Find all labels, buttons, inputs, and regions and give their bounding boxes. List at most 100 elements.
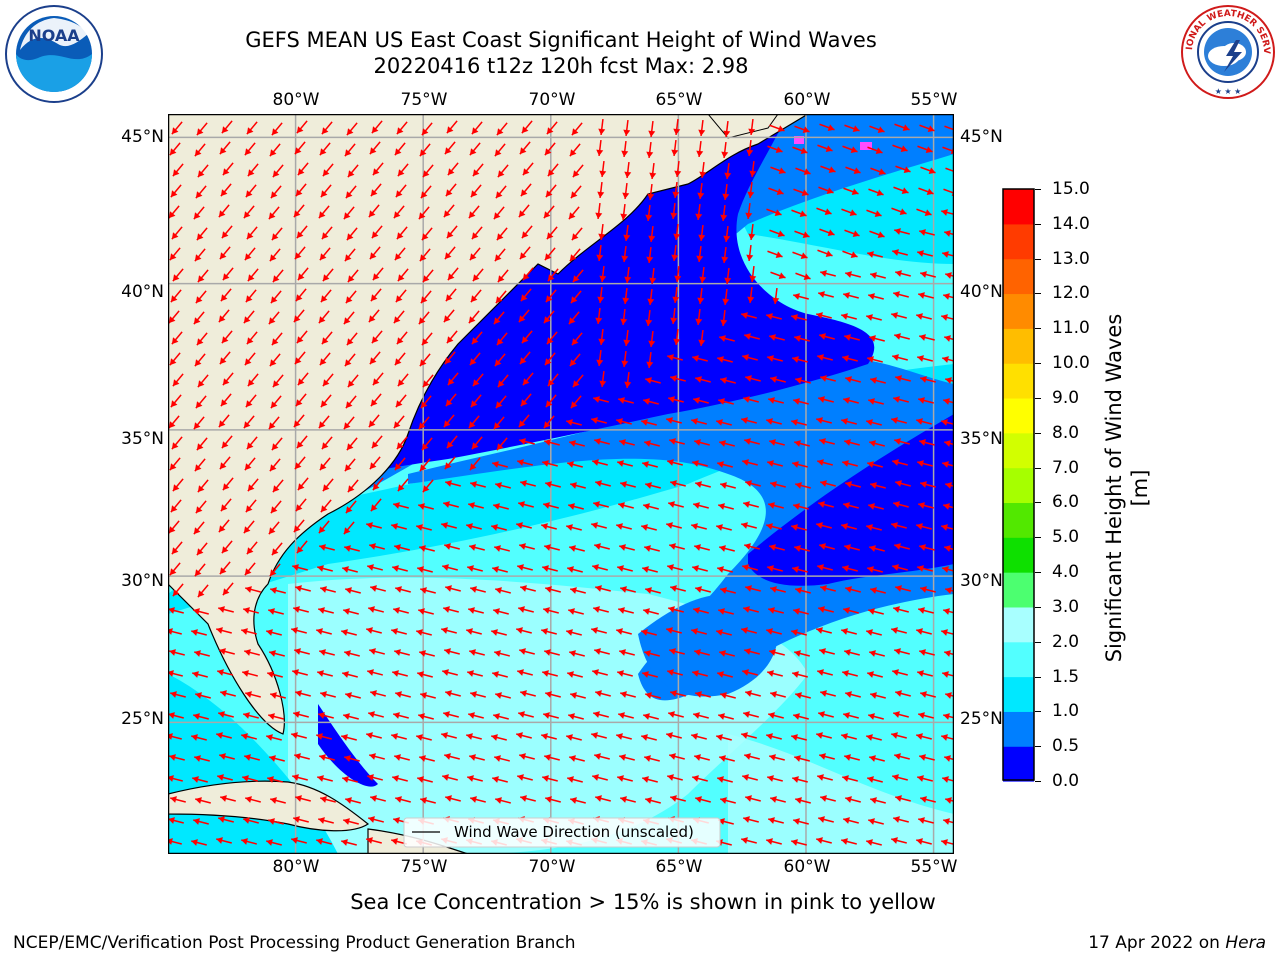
wave-direction-arrow — [343, 311, 355, 325]
wave-direction-arrow — [918, 502, 934, 509]
wave-direction-arrow — [219, 246, 231, 260]
wave-direction-arrow — [941, 419, 954, 426]
wave-direction-arrow — [522, 372, 534, 386]
wave-direction-arrow — [571, 122, 583, 136]
wave-direction-arrow — [519, 141, 531, 155]
wave-direction-arrow — [721, 141, 729, 159]
wave-direction-arrow — [545, 481, 561, 488]
wave-direction-arrow — [269, 353, 281, 367]
colorbar-segment — [1003, 467, 1034, 504]
wave-direction-arrow — [572, 374, 584, 388]
wave-direction-arrow — [767, 775, 783, 782]
wave-direction-arrow — [595, 585, 611, 592]
wave-direction-arrow — [894, 753, 910, 760]
wave-direction-arrow — [868, 608, 884, 615]
wave-direction-arrow — [244, 754, 260, 761]
wave-direction-arrow — [519, 246, 531, 260]
wave-direction-arrow — [892, 459, 908, 466]
wave-direction-arrow — [816, 522, 832, 529]
wave-direction-arrow — [595, 690, 611, 697]
wave-direction-arrow — [845, 271, 861, 278]
wave-direction-arrow — [722, 288, 730, 306]
wave-direction-arrow — [693, 502, 709, 509]
wave-direction-arrow — [570, 482, 586, 489]
wave-direction-arrow — [546, 226, 558, 240]
wave-direction-arrow — [844, 649, 860, 656]
wave-direction-arrow — [916, 208, 932, 216]
wave-direction-arrow — [916, 733, 932, 740]
wave-direction-arrow — [919, 439, 935, 446]
wave-direction-arrow — [893, 186, 909, 194]
wave-direction-arrow — [918, 712, 934, 719]
wave-direction-arrow — [842, 670, 858, 677]
wave-direction-arrow — [343, 818, 359, 825]
colorbar-segment — [1003, 258, 1034, 295]
wave-direction-arrow — [243, 310, 255, 324]
wave-direction-arrow — [943, 503, 954, 510]
wave-direction-arrow — [266, 734, 282, 741]
wave-direction-arrow — [624, 371, 632, 389]
lat-tick-left: 30°N — [121, 571, 164, 591]
wave-direction-arrow — [322, 163, 334, 177]
lon-tick-bottom: 65°W — [655, 857, 703, 877]
wave-direction-arrow — [421, 122, 433, 136]
wave-direction-arrow — [495, 395, 507, 409]
wave-direction-arrow — [866, 209, 882, 217]
wave-direction-arrow — [592, 774, 608, 781]
wave-direction-arrow — [244, 457, 256, 471]
wave-direction-arrow — [818, 606, 834, 613]
wave-direction-arrow — [893, 711, 909, 718]
wave-direction-arrow — [521, 120, 533, 134]
wave-direction-arrow — [645, 309, 653, 327]
wave-direction-arrow — [894, 438, 910, 445]
wave-direction-arrow — [168, 415, 180, 429]
wave-direction-arrow — [868, 398, 884, 405]
wave-direction-arrow — [920, 586, 936, 593]
wave-direction-arrow — [766, 733, 782, 740]
lat-tick-right: 30°N — [960, 571, 1003, 591]
wave-direction-arrow — [795, 482, 811, 489]
wave-direction-arrow — [669, 438, 685, 445]
wave-direction-arrow — [546, 331, 558, 345]
wave-direction-arrow — [247, 373, 259, 387]
wave-direction-arrow — [599, 265, 607, 283]
wave-direction-arrow — [271, 122, 283, 136]
wave-direction-arrow — [420, 395, 432, 409]
wave-direction-arrow — [319, 142, 331, 156]
wave-direction-arrow — [691, 523, 707, 530]
wave-direction-arrow — [468, 310, 480, 324]
wave-direction-arrow — [394, 352, 406, 366]
wave-direction-arrow — [242, 670, 258, 677]
wave-direction-arrow — [469, 247, 481, 261]
band-0.5-1m — [408, 357, 954, 701]
wave-direction-arrow — [397, 163, 409, 177]
wave-direction-arrow — [594, 438, 610, 445]
wave-direction-arrow — [366, 732, 382, 739]
wave-direction-arrow — [617, 670, 633, 677]
wave-direction-arrow — [271, 332, 283, 346]
wave-direction-arrow — [467, 775, 483, 782]
wave-direction-arrow — [941, 524, 954, 531]
wave-direction-arrow — [816, 312, 832, 319]
wave-direction-arrow — [543, 502, 559, 509]
wave-direction-arrow — [698, 329, 706, 347]
wave-direction-arrow — [944, 755, 954, 762]
wave-direction-arrow — [643, 503, 659, 510]
wave-direction-arrow — [694, 439, 710, 446]
wave-direction-arrow — [719, 650, 735, 657]
wave-direction-arrow — [471, 436, 483, 450]
wave-direction-arrow — [894, 333, 910, 340]
wave-direction-arrow — [791, 734, 807, 741]
wave-direction-arrow — [943, 818, 954, 825]
wave-direction-arrow — [542, 460, 558, 467]
colorbar-segment — [1003, 537, 1034, 573]
wave-direction-arrow — [517, 459, 533, 466]
wave-direction-arrow — [197, 479, 209, 493]
wave-direction-arrow — [347, 479, 359, 493]
wave-direction-arrow — [446, 435, 458, 449]
wave-direction-arrow — [245, 394, 257, 408]
colorbar-tick-mark — [1035, 641, 1041, 643]
wave-direction-arrow — [816, 627, 832, 634]
wave-direction-arrow — [497, 374, 509, 388]
wave-direction-arrow — [396, 121, 408, 135]
